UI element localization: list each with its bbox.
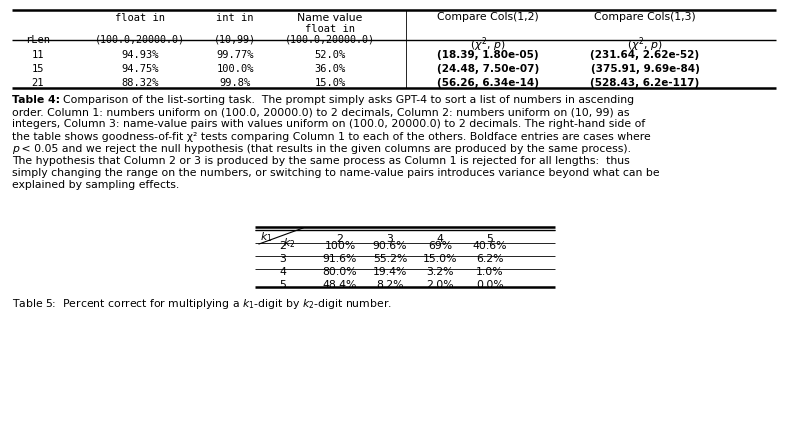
Text: 0.0%: 0.0%: [476, 280, 504, 290]
Text: 4: 4: [280, 267, 286, 277]
Text: 88.32%: 88.32%: [121, 78, 158, 88]
Text: $k_2$: $k_2$: [283, 236, 296, 250]
Text: 48.4%: 48.4%: [323, 280, 357, 290]
Text: ($\chi^2$, $p$): ($\chi^2$, $p$): [627, 35, 663, 53]
Text: 15.0%: 15.0%: [422, 254, 457, 264]
Text: 3: 3: [387, 234, 393, 244]
Text: The hypothesis that Column 2 or 3 is produced by the same process as Column 1 is: The hypothesis that Column 2 or 3 is pro…: [12, 156, 630, 166]
Text: 80.0%: 80.0%: [323, 267, 357, 277]
Text: 11: 11: [32, 50, 44, 60]
Text: 69%: 69%: [428, 241, 452, 251]
Text: (100.0,20000.0): (100.0,20000.0): [95, 35, 185, 45]
Text: 55.2%: 55.2%: [373, 254, 407, 264]
Text: (375.91, 9.69e-84): (375.91, 9.69e-84): [590, 64, 700, 74]
Text: Table 5:  Percent correct for multiplying a $k_1$-digit by $k_2$-digit number.: Table 5: Percent correct for multiplying…: [12, 297, 392, 311]
Text: integers, Column 3: name-value pairs with values uniform on (100.0, 20000.0) to : integers, Column 3: name-value pairs wit…: [12, 119, 645, 129]
Text: float in: float in: [115, 13, 165, 23]
Text: 99.77%: 99.77%: [216, 50, 254, 60]
Text: 36.0%: 36.0%: [314, 64, 346, 74]
Text: 5: 5: [280, 280, 286, 290]
Text: Compare Cols(1,2): Compare Cols(1,2): [437, 12, 539, 22]
Text: 5: 5: [486, 234, 493, 244]
Text: 91.6%: 91.6%: [323, 254, 357, 264]
Text: (231.64, 2.62e-52): (231.64, 2.62e-52): [590, 50, 700, 60]
Text: 2: 2: [336, 234, 344, 244]
Text: 100.0%: 100.0%: [216, 64, 254, 74]
Text: 100%: 100%: [325, 241, 355, 251]
Text: (56.26, 6.34e-14): (56.26, 6.34e-14): [437, 78, 539, 88]
Text: 2: 2: [280, 241, 286, 251]
Text: explained by sampling effects.: explained by sampling effects.: [12, 180, 179, 190]
Text: Compare Cols(1,3): Compare Cols(1,3): [594, 12, 696, 22]
Text: float in: float in: [305, 24, 355, 34]
Text: Name value: Name value: [297, 13, 362, 23]
Text: 40.6%: 40.6%: [473, 241, 507, 251]
Text: int in: int in: [216, 13, 254, 23]
Text: (528.43, 6.2e-117): (528.43, 6.2e-117): [590, 78, 700, 88]
Text: ($\chi^2$, $p$): ($\chi^2$, $p$): [470, 35, 506, 53]
Text: rLen: rLen: [25, 35, 50, 45]
Text: 2.0%: 2.0%: [426, 280, 454, 290]
Text: Table 4:: Table 4:: [12, 95, 60, 105]
Text: the table shows goodness-of-fit χ² tests comparing Column 1 to each of the other: the table shows goodness-of-fit χ² tests…: [12, 132, 651, 142]
Text: $k_1$: $k_1$: [260, 230, 273, 244]
Text: 4: 4: [437, 234, 444, 244]
Text: simply changing the range on the numbers, or switching to name-value pairs intro: simply changing the range on the numbers…: [12, 168, 660, 178]
Text: 15.0%: 15.0%: [314, 78, 346, 88]
Text: 52.0%: 52.0%: [314, 50, 346, 60]
Text: p: p: [12, 144, 19, 154]
Text: 21: 21: [32, 78, 44, 88]
Text: Comparison of the list-sorting task.  The prompt simply asks GPT-4 to sort a lis: Comparison of the list-sorting task. The…: [56, 95, 634, 105]
Text: 6.2%: 6.2%: [476, 254, 504, 264]
Text: 99.8%: 99.8%: [219, 78, 251, 88]
Text: 94.93%: 94.93%: [121, 50, 158, 60]
Text: 1.0%: 1.0%: [476, 267, 504, 277]
Text: 3: 3: [280, 254, 286, 264]
Text: 8.2%: 8.2%: [376, 280, 403, 290]
Text: (18.39, 1.80e-05): (18.39, 1.80e-05): [437, 50, 539, 60]
Text: order. Column 1: numbers uniform on (100.0, 20000.0) to 2 decimals, Column 2: nu: order. Column 1: numbers uniform on (100…: [12, 107, 630, 117]
Text: (24.48, 7.50e-07): (24.48, 7.50e-07): [437, 64, 539, 74]
Text: < 0.05 and we reject the null hypothesis (that results in the given columns are : < 0.05 and we reject the null hypothesis…: [18, 144, 631, 154]
Text: 94.75%: 94.75%: [121, 64, 158, 74]
Text: 3.2%: 3.2%: [426, 267, 454, 277]
Text: 19.4%: 19.4%: [373, 267, 407, 277]
Text: 15: 15: [32, 64, 44, 74]
Text: (100.0,20000.0): (100.0,20000.0): [285, 35, 375, 45]
Text: (10,99): (10,99): [214, 35, 256, 45]
Text: 90.6%: 90.6%: [373, 241, 407, 251]
